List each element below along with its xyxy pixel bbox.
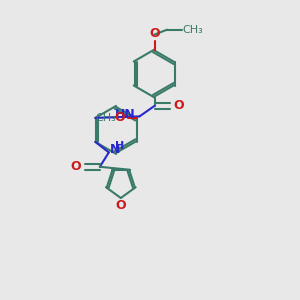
- Text: HN: HN: [115, 108, 136, 121]
- Text: N: N: [110, 143, 120, 156]
- Text: CH₃: CH₃: [96, 113, 116, 123]
- Text: O: O: [149, 27, 160, 40]
- Text: O: O: [115, 111, 125, 124]
- Text: O: O: [116, 199, 126, 212]
- Text: O: O: [70, 160, 81, 173]
- Text: O: O: [174, 99, 184, 112]
- Text: H: H: [116, 141, 125, 152]
- Text: CH₃: CH₃: [183, 25, 203, 35]
